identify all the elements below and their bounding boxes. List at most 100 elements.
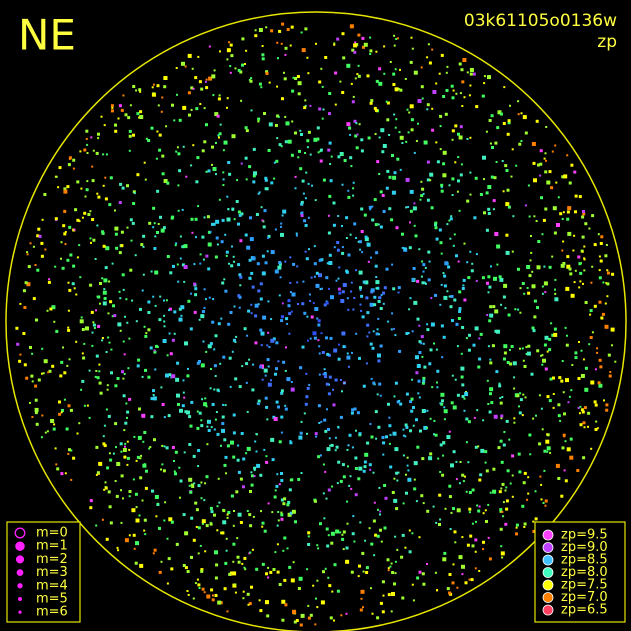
star xyxy=(350,411,354,415)
star xyxy=(197,484,201,488)
star xyxy=(226,195,229,198)
star xyxy=(446,587,450,591)
star xyxy=(168,373,172,377)
star xyxy=(413,478,416,481)
star xyxy=(370,288,375,293)
star xyxy=(291,89,295,93)
star xyxy=(549,377,553,381)
star xyxy=(253,475,256,478)
star xyxy=(367,136,371,140)
star xyxy=(487,75,491,80)
star xyxy=(95,370,98,372)
star xyxy=(373,501,376,504)
star xyxy=(501,482,505,486)
star xyxy=(389,565,392,568)
star xyxy=(275,367,278,371)
star xyxy=(155,515,158,518)
star xyxy=(307,616,311,620)
star xyxy=(311,184,313,187)
star xyxy=(193,263,196,266)
star xyxy=(562,433,566,437)
star xyxy=(325,497,328,500)
star xyxy=(442,454,445,457)
star xyxy=(358,240,362,244)
star xyxy=(220,317,223,320)
star xyxy=(336,37,340,41)
star xyxy=(466,543,470,547)
star xyxy=(352,187,355,190)
star xyxy=(163,76,167,80)
star xyxy=(340,299,345,303)
star xyxy=(567,401,570,404)
star xyxy=(261,378,264,381)
star xyxy=(196,361,200,365)
star xyxy=(209,522,213,526)
star xyxy=(385,267,389,271)
star xyxy=(245,49,248,52)
star xyxy=(582,358,585,361)
star xyxy=(442,162,446,166)
star xyxy=(300,212,304,215)
star xyxy=(326,408,328,411)
star xyxy=(474,445,478,449)
star xyxy=(116,377,120,380)
star xyxy=(420,180,423,183)
star xyxy=(215,411,218,413)
star xyxy=(220,532,223,534)
star xyxy=(211,403,215,406)
star xyxy=(321,351,325,354)
star xyxy=(225,549,228,552)
star xyxy=(318,258,322,262)
star xyxy=(357,74,361,78)
star xyxy=(358,432,362,436)
star xyxy=(429,417,432,420)
star xyxy=(351,351,353,354)
star xyxy=(505,486,508,489)
star xyxy=(597,381,601,385)
star xyxy=(91,331,94,334)
star xyxy=(26,282,31,287)
star xyxy=(226,516,229,519)
star xyxy=(201,149,205,153)
star xyxy=(232,583,237,588)
star xyxy=(541,233,544,236)
star xyxy=(194,293,198,297)
star xyxy=(250,585,253,589)
star xyxy=(159,215,162,219)
star xyxy=(154,368,157,371)
star xyxy=(415,371,419,375)
star xyxy=(287,304,291,308)
star xyxy=(151,92,156,97)
star xyxy=(26,251,29,254)
star xyxy=(389,61,392,63)
star xyxy=(224,289,228,293)
star xyxy=(164,501,167,504)
star xyxy=(215,142,217,144)
star xyxy=(114,232,118,236)
star xyxy=(545,126,548,128)
star xyxy=(358,466,363,471)
star xyxy=(493,414,498,419)
star xyxy=(369,36,372,39)
star xyxy=(197,449,201,452)
star xyxy=(357,575,360,578)
star xyxy=(589,336,593,339)
star xyxy=(341,290,345,294)
star xyxy=(199,253,202,256)
star xyxy=(121,186,125,190)
star xyxy=(261,219,264,222)
star xyxy=(388,175,392,179)
star xyxy=(284,46,288,50)
star xyxy=(337,215,340,217)
legend-symbol xyxy=(542,529,554,541)
star xyxy=(411,378,414,381)
star xyxy=(379,344,383,348)
star xyxy=(97,132,100,136)
star xyxy=(578,412,581,415)
star xyxy=(376,616,380,620)
star xyxy=(171,338,175,342)
star xyxy=(304,99,307,102)
star xyxy=(178,118,182,122)
star xyxy=(118,251,122,255)
star xyxy=(478,478,482,482)
